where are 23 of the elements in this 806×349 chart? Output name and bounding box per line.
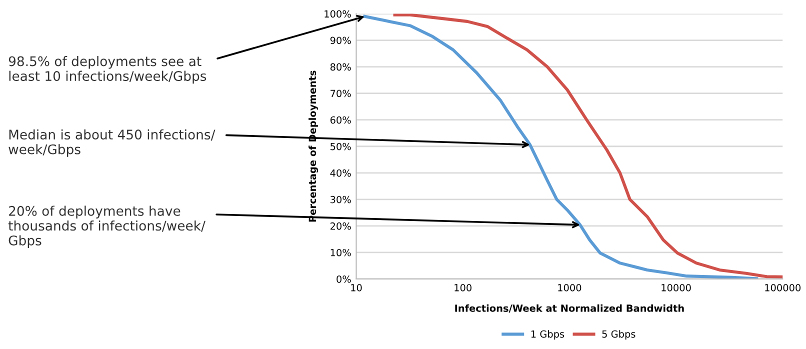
y-tick-label: 40% (330, 169, 351, 177)
annotation: 98.5% of deployments see at least 10 infections/week/Gbps (8, 56, 206, 84)
x-tick-label: 100 (454, 284, 472, 292)
y-tick-label: 30% (330, 196, 351, 204)
annotation: Median is about 450 infections/ week/Gbps (8, 129, 216, 157)
y-tick-label: 10% (330, 248, 351, 256)
y-tick-label: 20% (330, 222, 351, 230)
y-tick-label: 100% (324, 10, 351, 18)
x-tick-label: 1000 (558, 284, 582, 292)
x-tick-label: 10000 (662, 284, 691, 292)
legend-label: 1 Gbps (531, 330, 564, 340)
y-axis-title: Percentage of Deployments (308, 70, 318, 222)
x-axis-title: Infections/Week at Normalized Bandwidth (455, 304, 684, 313)
y-tick-label: 50% (330, 142, 351, 150)
y-tick-label: 90% (330, 36, 351, 44)
y-tick-label: 80% (330, 63, 351, 71)
y-tick-label: 0% (336, 275, 351, 283)
legend-label: 5 Gbps (602, 330, 636, 340)
x-tick-label: 10 (351, 284, 362, 292)
y-tick-label: 60% (330, 116, 351, 124)
y-tick-label: 70% (330, 90, 351, 98)
annotation: 20% of deployments have thousands of infections/week/ Gbps (8, 206, 206, 248)
x-tick-label: 100000 (765, 284, 801, 292)
